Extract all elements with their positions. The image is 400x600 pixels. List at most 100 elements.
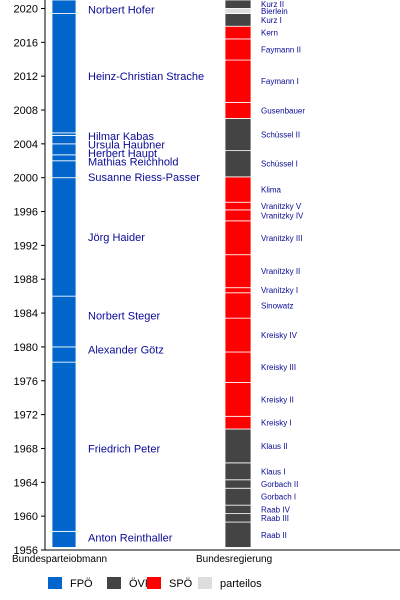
fpo-leader-bar bbox=[51, 143, 77, 156]
government-bar bbox=[224, 13, 252, 27]
government-label: Vranitzky III bbox=[261, 234, 303, 243]
y-tick-label: 2000 bbox=[14, 173, 38, 185]
fpo-leader-bar bbox=[51, 160, 77, 179]
government-label: Schüssel I bbox=[261, 160, 298, 169]
government-bar bbox=[224, 118, 252, 152]
government-bar bbox=[224, 201, 252, 211]
fpo-leader-bar bbox=[51, 0, 77, 14]
government-bar bbox=[224, 351, 252, 383]
fpo-leader-label: Ursula Haubner bbox=[88, 140, 165, 152]
government-label: Kurz I bbox=[261, 16, 282, 25]
fpo-leader-bar bbox=[51, 154, 77, 162]
fpo-leader-label: Mathias Reichhold bbox=[88, 157, 179, 169]
government-label: Kreisky IV bbox=[261, 331, 298, 340]
fpo-leader-column: Anton Reinthaller Friedrich Peter Alexande… bbox=[51, 0, 204, 548]
fpo-leader-label: Hilmar Kabas bbox=[88, 131, 155, 143]
y-tick-label: 1988 bbox=[14, 274, 38, 286]
legend-swatch bbox=[147, 577, 161, 589]
government-label: Bierlein bbox=[261, 7, 288, 16]
fpo-leader-bar bbox=[51, 134, 77, 145]
legend-swatch bbox=[48, 577, 62, 589]
government-bar bbox=[224, 382, 252, 417]
fpo-leader-bar bbox=[51, 361, 77, 532]
government-label: Gusenbauer bbox=[261, 106, 305, 115]
government-bar bbox=[224, 150, 252, 178]
government-label: Schüssel II bbox=[261, 131, 300, 140]
category-label-fpo: Bundesparteiobmann bbox=[12, 554, 107, 565]
government-bar bbox=[224, 479, 252, 489]
government-bar bbox=[224, 317, 252, 353]
government-bar bbox=[224, 462, 252, 481]
government-bar bbox=[224, 101, 252, 119]
government-label: Gorbach I bbox=[261, 493, 296, 502]
government-label: Vranitzky V bbox=[261, 202, 302, 211]
government-label: Raab II bbox=[261, 531, 287, 540]
y-tick-label: 1992 bbox=[14, 240, 38, 252]
y-tick-label: 2008 bbox=[14, 105, 38, 117]
y-tick-label: 1980 bbox=[14, 342, 38, 354]
government-bar bbox=[224, 504, 252, 515]
fpo-leader-label: Friedrich Peter bbox=[88, 443, 160, 455]
legend-label: parteilos bbox=[220, 578, 262, 590]
legend: FPÖ ÖVP SPÖ parteilos bbox=[48, 577, 262, 590]
fpo-leader-bar bbox=[51, 530, 77, 548]
government-label: Kurz II bbox=[261, 0, 284, 9]
government-bar bbox=[224, 292, 252, 319]
legend-label: FPÖ bbox=[70, 578, 93, 590]
government-bar bbox=[224, 220, 252, 256]
category-label-government: Bundesregierung bbox=[196, 554, 272, 565]
fpo-leader-label: Jörg Haider bbox=[88, 232, 145, 244]
government-label: Kern bbox=[261, 29, 278, 38]
legend-swatch bbox=[198, 577, 212, 589]
y-tick-label: 2020 bbox=[14, 3, 38, 15]
y-tick-label: 1956 bbox=[14, 545, 38, 557]
legend-label: ÖVP bbox=[129, 578, 152, 590]
fpo-leader-label: Norbert Steger bbox=[88, 311, 160, 323]
fpo-leader-bar bbox=[51, 177, 77, 297]
fpo-leader-label: Anton Reinthaller bbox=[88, 532, 173, 544]
government-bar bbox=[224, 176, 252, 203]
government-bar bbox=[224, 209, 252, 222]
government-bar bbox=[224, 521, 252, 548]
government-label: Faymann II bbox=[261, 46, 301, 55]
fpo-leader-label: Herbert Haupt bbox=[88, 148, 157, 160]
y-tick-label: 1964 bbox=[14, 477, 38, 489]
y-tick-label: 2004 bbox=[14, 139, 38, 151]
fpo-leader-bar bbox=[51, 295, 77, 348]
government-label: Klima bbox=[261, 186, 282, 195]
fpo-leader-bar bbox=[51, 346, 77, 363]
government-label: Sinowatz bbox=[261, 301, 293, 310]
fpo-leader-label: Susanne Riess-Passer bbox=[88, 172, 200, 184]
government-bar bbox=[224, 8, 252, 14]
y-tick-label: 1960 bbox=[14, 511, 38, 523]
y-tick-label: 1972 bbox=[14, 410, 38, 422]
y-tick-label: 1984 bbox=[14, 308, 38, 320]
government-bar bbox=[224, 59, 252, 103]
government-label: Raab IV bbox=[261, 505, 291, 514]
government-label: Raab III bbox=[261, 514, 289, 523]
government-bar bbox=[224, 487, 252, 506]
government-label: Kreisky I bbox=[261, 419, 292, 428]
government-label: Gorbach II bbox=[261, 480, 298, 489]
y-tick-label: 2016 bbox=[14, 37, 38, 49]
fpo-leader-bar bbox=[51, 13, 77, 134]
y-tick-label: 1968 bbox=[14, 443, 38, 455]
government-bar bbox=[224, 0, 252, 9]
government-label: Vranitzky II bbox=[261, 267, 300, 276]
government-bar bbox=[224, 287, 252, 294]
y-tick-label: 2012 bbox=[14, 71, 38, 83]
legend-swatch bbox=[107, 577, 121, 589]
government-bar bbox=[224, 513, 252, 523]
fpo-leader-label: Norbert Hofer bbox=[88, 4, 155, 16]
government-label: Vranitzky IV bbox=[261, 211, 304, 220]
fpo-leader-label: Alexander Götz bbox=[88, 344, 164, 356]
government-bar bbox=[224, 25, 252, 40]
government-bar bbox=[224, 415, 252, 430]
y-tick-label: 1976 bbox=[14, 376, 38, 388]
y-tick-label: 1996 bbox=[14, 207, 38, 219]
government-label: Kreisky II bbox=[261, 395, 294, 404]
government-label: Kreisky III bbox=[261, 363, 296, 372]
y-axis: 1956 1960 1964 1968 1972 1976 1980 1984 1988 1992… bbox=[14, 0, 400, 557]
